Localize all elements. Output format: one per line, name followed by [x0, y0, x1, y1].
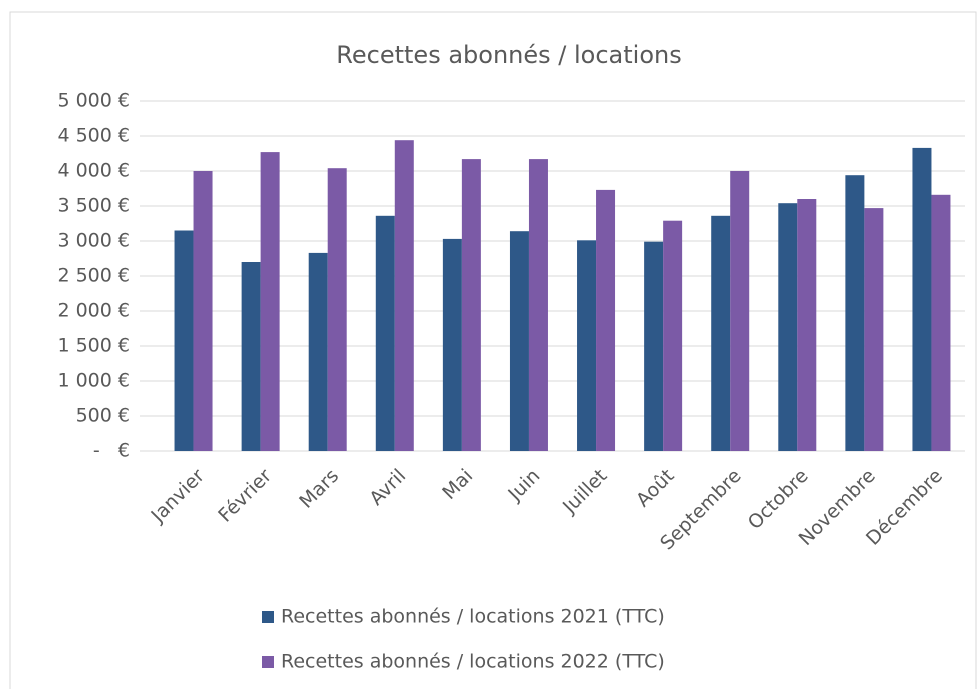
bar	[241, 262, 261, 451]
bar	[528, 159, 548, 451]
y-tick-label: 4 500 €	[57, 125, 130, 147]
x-tick-label: Avril	[365, 465, 410, 510]
chart-frame	[9, 11, 977, 689]
y-tick-label: 500 €	[76, 405, 130, 427]
bar	[442, 238, 462, 451]
y-tick-label: 5 000 €	[57, 90, 130, 112]
bar	[711, 215, 731, 451]
bar	[577, 240, 597, 451]
bar	[730, 171, 750, 451]
bar	[912, 147, 932, 451]
legend-label: Recettes abonnés / locations 2022 (TTC)	[281, 651, 665, 673]
x-tick-label: Juillet	[558, 465, 611, 518]
y-tick-label: 2 500 €	[57, 265, 130, 287]
bar	[174, 230, 194, 451]
bar	[596, 189, 616, 451]
bar	[461, 159, 481, 451]
bar	[778, 203, 798, 451]
y-tick-label: 2 000 €	[57, 300, 130, 322]
bar	[797, 199, 817, 451]
bar	[864, 208, 884, 451]
bar	[644, 241, 664, 451]
bar	[509, 231, 529, 451]
x-tick-label: Février	[214, 465, 276, 527]
x-tick-label: Août	[632, 465, 679, 512]
y-tick-label: - €	[93, 440, 130, 462]
x-tick-label: Octobre	[744, 465, 813, 534]
bar	[327, 168, 347, 451]
legend-swatch	[262, 611, 274, 623]
y-tick-label: 1 000 €	[57, 370, 130, 392]
legend-label: Recettes abonnés / locations 2021 (TTC)	[281, 606, 665, 628]
bar	[260, 152, 280, 451]
bar	[193, 171, 213, 451]
bar	[394, 140, 414, 451]
bar	[375, 215, 395, 451]
y-tick-label: 3 500 €	[57, 195, 130, 217]
bar	[845, 175, 865, 451]
y-tick-label: 3 000 €	[57, 230, 130, 252]
bar	[308, 252, 328, 451]
bar	[663, 220, 683, 451]
x-tick-label: Juin	[503, 465, 544, 506]
y-tick-label: 1 500 €	[57, 335, 130, 357]
chart-title: Recettes abonnés / locations	[336, 41, 681, 69]
x-tick-label: Janvier	[147, 465, 210, 528]
x-tick-label: Mars	[295, 465, 343, 513]
legend-swatch	[262, 656, 274, 668]
x-tick-label: Mai	[438, 465, 477, 504]
y-tick-label: 4 000 €	[57, 160, 130, 182]
bar	[931, 194, 951, 452]
